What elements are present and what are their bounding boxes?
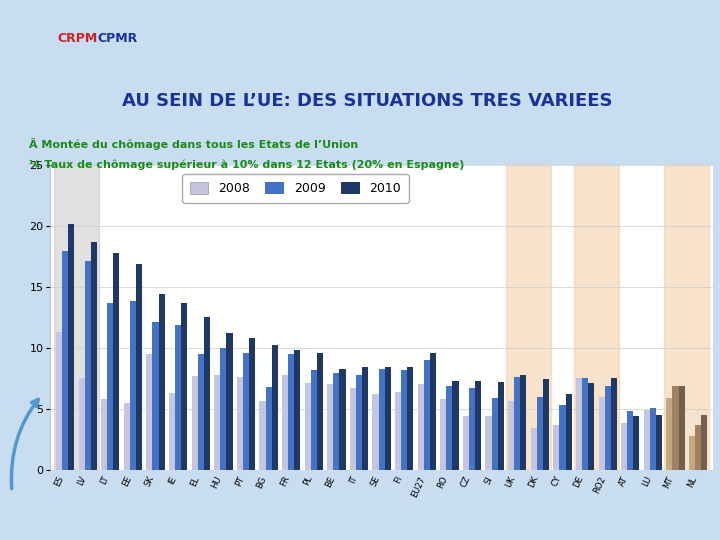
Bar xyxy=(521,375,526,470)
Bar xyxy=(559,405,565,470)
Bar xyxy=(226,333,233,470)
Bar xyxy=(384,367,391,470)
Legend: 2008, 2009, 2010: 2008, 2009, 2010 xyxy=(182,174,409,202)
Bar xyxy=(656,415,662,470)
Bar xyxy=(506,165,551,470)
Bar xyxy=(220,348,226,470)
Bar xyxy=(130,301,136,470)
Bar xyxy=(475,381,481,470)
Bar xyxy=(531,428,537,470)
Bar xyxy=(124,403,130,470)
Bar xyxy=(181,302,187,470)
Bar xyxy=(101,399,107,470)
Bar xyxy=(68,225,74,470)
Bar xyxy=(204,317,210,470)
Bar xyxy=(78,378,85,470)
Bar xyxy=(576,378,582,470)
Bar xyxy=(288,354,294,470)
Bar xyxy=(492,398,498,470)
Bar xyxy=(574,165,619,470)
Bar xyxy=(634,416,639,470)
Bar xyxy=(463,416,469,470)
Text: Ä Montée du chômage dans tous les Etats de l’Union: Ä Montée du chômage dans tous les Etats … xyxy=(29,138,358,150)
Bar xyxy=(446,386,452,470)
Bar xyxy=(107,302,113,470)
Bar xyxy=(588,383,594,470)
Bar xyxy=(418,384,424,470)
Bar xyxy=(158,294,165,470)
Bar xyxy=(282,375,288,470)
Bar xyxy=(153,322,158,470)
Bar xyxy=(317,353,323,470)
Bar xyxy=(175,325,181,470)
Bar xyxy=(401,370,408,470)
Bar xyxy=(379,368,384,470)
Bar xyxy=(192,376,198,470)
Bar xyxy=(243,353,249,470)
Bar xyxy=(672,386,678,470)
Text: CPMR: CPMR xyxy=(97,32,138,45)
Bar xyxy=(664,165,709,470)
Bar xyxy=(695,424,701,470)
Bar xyxy=(485,416,492,470)
Bar xyxy=(605,386,611,470)
Bar xyxy=(701,415,707,470)
Bar xyxy=(430,353,436,470)
Bar xyxy=(621,423,627,470)
Text: CRPM: CRPM xyxy=(58,32,98,45)
Bar xyxy=(362,367,368,470)
Bar xyxy=(514,377,521,470)
Bar xyxy=(266,387,271,470)
Text: AU SEIN DE L’UE: DES SITUATIONS TRES VARIEES: AU SEIN DE L’UE: DES SITUATIONS TRES VAR… xyxy=(122,92,613,110)
Bar xyxy=(294,350,300,470)
Bar xyxy=(56,332,62,470)
Bar xyxy=(537,396,543,470)
Bar xyxy=(62,251,68,470)
Bar xyxy=(372,394,379,470)
Bar xyxy=(237,377,243,470)
Bar xyxy=(85,261,91,470)
Bar xyxy=(136,264,142,470)
Bar xyxy=(395,392,401,470)
Bar xyxy=(678,386,685,470)
Bar xyxy=(650,408,656,470)
Bar xyxy=(350,388,356,470)
Bar xyxy=(469,388,475,470)
Bar xyxy=(259,401,266,470)
Bar xyxy=(565,394,572,470)
Bar xyxy=(214,375,220,470)
Bar xyxy=(54,165,99,470)
Bar xyxy=(311,370,317,470)
Bar xyxy=(498,382,504,470)
Bar xyxy=(339,368,346,470)
Bar xyxy=(198,354,204,470)
Bar xyxy=(271,345,278,470)
Bar xyxy=(611,378,617,470)
Bar xyxy=(305,383,311,470)
Bar xyxy=(689,436,695,470)
Bar xyxy=(91,241,97,470)
Bar xyxy=(440,399,446,470)
Bar xyxy=(598,396,605,470)
Bar xyxy=(553,424,559,470)
Bar xyxy=(582,378,588,470)
Text: ¼ Taux de chômage supérieur à 10% dans 12 Etats (20% en Espagne): ¼ Taux de chômage supérieur à 10% dans 1… xyxy=(29,159,464,170)
Bar xyxy=(169,393,175,470)
Bar xyxy=(543,380,549,470)
Bar xyxy=(452,381,459,470)
Bar xyxy=(327,384,333,470)
Bar xyxy=(508,401,514,470)
Bar xyxy=(333,373,339,470)
Bar xyxy=(666,398,672,470)
Bar xyxy=(146,354,153,470)
Bar xyxy=(408,367,413,470)
Bar xyxy=(627,411,634,470)
Bar xyxy=(356,375,362,470)
Bar xyxy=(644,410,650,470)
Bar xyxy=(424,360,430,470)
Bar xyxy=(249,338,255,470)
Bar xyxy=(113,253,120,470)
